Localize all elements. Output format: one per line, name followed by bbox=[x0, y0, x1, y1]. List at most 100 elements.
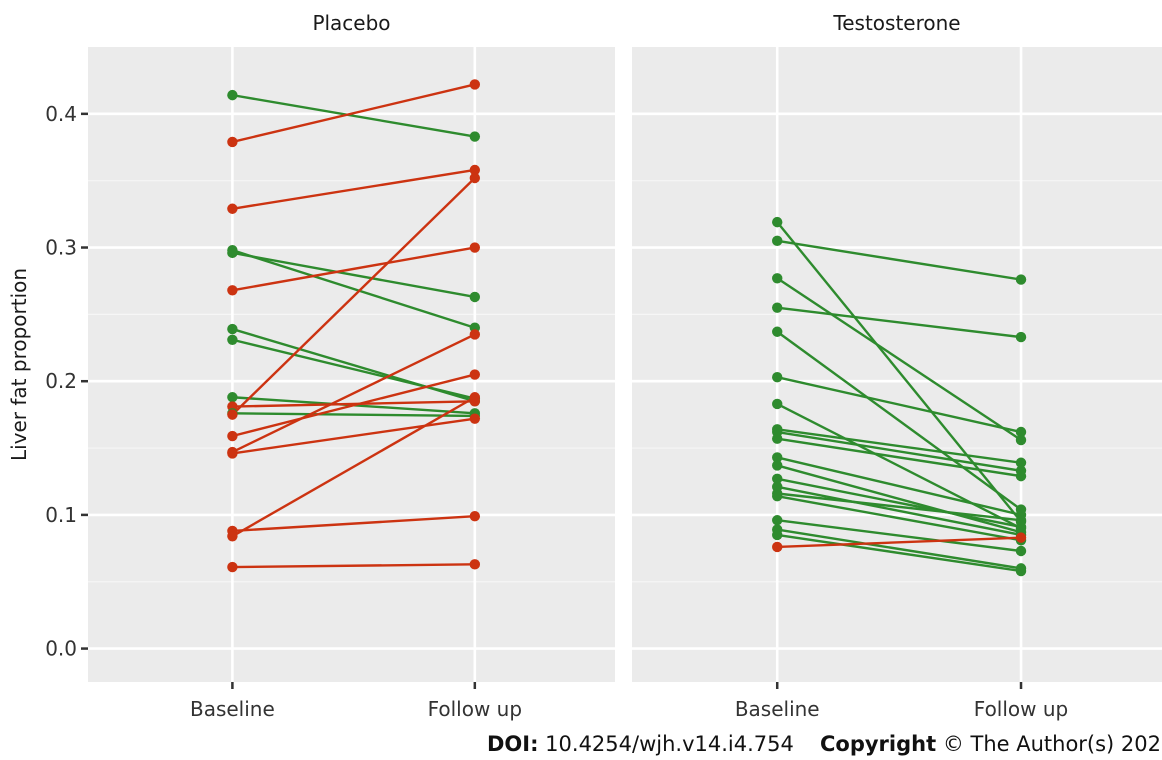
followup-point bbox=[1015, 457, 1027, 468]
x-tick-label: Follow up bbox=[428, 697, 522, 721]
x-tick-label: Baseline bbox=[190, 697, 275, 721]
baseline-point bbox=[772, 216, 783, 228]
y-tick-label: 0.0 bbox=[45, 637, 77, 661]
subject-line bbox=[777, 528, 1022, 570]
baseline-point bbox=[227, 334, 238, 345]
baseline-point bbox=[227, 430, 238, 442]
subject-line bbox=[776, 456, 1022, 517]
doi-text: DOI: 10.4254/wjh.v14.i4.754 bbox=[487, 732, 794, 756]
followup-point bbox=[469, 329, 481, 340]
subject-line bbox=[777, 533, 1022, 573]
subject-line bbox=[776, 330, 1022, 511]
subject-line bbox=[232, 515, 475, 533]
copyright-value: © The Author(s) 2022. bbox=[936, 732, 1162, 756]
baseline-point bbox=[227, 531, 238, 542]
panel-background bbox=[632, 47, 1162, 682]
subject-line bbox=[232, 246, 476, 292]
subject-line bbox=[232, 93, 476, 138]
baseline-point bbox=[772, 398, 783, 410]
baseline-point bbox=[227, 392, 238, 403]
subject-line bbox=[777, 437, 1022, 478]
subject-line bbox=[777, 536, 1022, 549]
y-tick-label: 0.3 bbox=[45, 236, 77, 260]
subject-line bbox=[777, 494, 1022, 542]
x-tick-label: Follow up bbox=[974, 697, 1068, 721]
baseline-point bbox=[772, 452, 783, 463]
subject-line bbox=[232, 412, 475, 418]
followup-point bbox=[1015, 565, 1027, 577]
subject-line bbox=[776, 485, 1022, 537]
baseline-point bbox=[227, 136, 238, 148]
followup-point bbox=[469, 369, 481, 380]
subject-line bbox=[776, 402, 1022, 530]
subject-line bbox=[777, 519, 1022, 553]
followup-point bbox=[1015, 545, 1027, 557]
subject-line bbox=[232, 251, 476, 299]
followup-point bbox=[1015, 274, 1027, 285]
followup-point bbox=[469, 131, 481, 142]
baseline-point bbox=[772, 302, 783, 313]
baseline-point bbox=[772, 541, 783, 553]
baseline-point bbox=[772, 490, 783, 502]
baseline-point bbox=[772, 235, 783, 247]
subject-line bbox=[776, 376, 1022, 434]
x-tick-label: Baseline bbox=[735, 697, 820, 721]
baseline-point bbox=[227, 409, 238, 420]
subject-line bbox=[231, 396, 476, 538]
subject-line bbox=[231, 177, 476, 416]
copyright-text: Copyright © The Author(s) 2022. bbox=[820, 732, 1162, 756]
baseline-point bbox=[772, 326, 783, 337]
subject-line bbox=[232, 249, 476, 329]
subject-line bbox=[777, 306, 1022, 339]
subject-line bbox=[232, 168, 476, 210]
subject-line bbox=[777, 239, 1022, 281]
subject-line bbox=[231, 333, 476, 454]
subject-line bbox=[776, 277, 1022, 442]
baseline-point bbox=[772, 460, 783, 471]
subject-line bbox=[232, 373, 476, 438]
baseline-point bbox=[772, 273, 783, 284]
y-axis-title: Liver fat proportion bbox=[7, 268, 31, 461]
y-tick-label: 0.2 bbox=[45, 369, 77, 393]
baseline-point bbox=[227, 247, 238, 259]
baseline-point bbox=[772, 529, 783, 541]
baseline-point bbox=[772, 433, 783, 444]
baseline-point bbox=[227, 89, 238, 101]
baseline-point bbox=[772, 515, 783, 526]
panel-title: Testosterone bbox=[832, 11, 960, 35]
copyright-label: Copyright bbox=[820, 732, 937, 756]
subject-line bbox=[777, 428, 1022, 464]
followup-point bbox=[469, 79, 481, 90]
baseline-point bbox=[227, 285, 238, 296]
baseline-point bbox=[772, 372, 783, 383]
subject-line bbox=[232, 400, 475, 408]
followup-point bbox=[469, 164, 481, 176]
followup-point bbox=[469, 559, 481, 570]
followup-point bbox=[1015, 434, 1027, 446]
baseline-point bbox=[227, 448, 238, 459]
followup-point bbox=[1015, 532, 1027, 543]
subject-line bbox=[776, 477, 1022, 529]
subject-line bbox=[232, 338, 476, 400]
doi-label: DOI: bbox=[487, 732, 539, 756]
followup-point bbox=[469, 242, 481, 253]
subject-line bbox=[232, 417, 475, 455]
followup-point bbox=[469, 291, 481, 303]
baseline-point bbox=[227, 561, 238, 573]
baseline-point bbox=[227, 203, 238, 214]
subject-line bbox=[777, 430, 1022, 472]
subject-line bbox=[777, 492, 1022, 522]
followup-point bbox=[1015, 515, 1027, 526]
y-tick-label: 0.1 bbox=[45, 503, 77, 527]
subject-line bbox=[776, 221, 1022, 523]
followup-point bbox=[1015, 331, 1027, 343]
y-tick-label: 0.4 bbox=[45, 102, 77, 126]
doi-value: 10.4254/wjh.v14.i4.754 bbox=[538, 732, 794, 756]
subject-line bbox=[232, 83, 476, 144]
followup-point bbox=[469, 511, 481, 522]
baseline-point bbox=[227, 323, 238, 335]
subject-line bbox=[776, 464, 1022, 534]
followup-point bbox=[1015, 426, 1027, 438]
followup-point bbox=[469, 392, 481, 403]
